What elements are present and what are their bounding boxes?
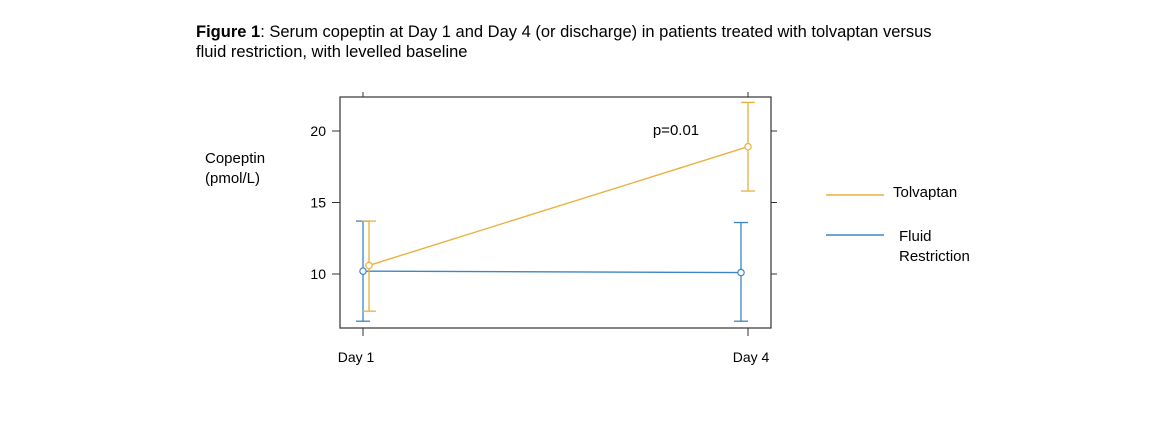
series-layer bbox=[356, 101, 755, 322]
legend-label-fluid-line2: Restriction bbox=[899, 248, 970, 265]
point-tolvaptan-0 bbox=[365, 261, 373, 270]
point-fluid-restriction-1 bbox=[737, 268, 745, 277]
figure-caption-label: Figure 1 bbox=[196, 23, 261, 41]
x-tick-label-day1: Day 1 bbox=[338, 349, 375, 365]
point-fluid-restriction-0 bbox=[359, 267, 367, 275]
figure-caption-text: : Serum copeptin at Day 1 and Day 4 (or … bbox=[196, 23, 932, 61]
x-tick-label-day4: Day 4 bbox=[733, 349, 770, 365]
x-axis: Day 1 Day 4 bbox=[338, 92, 770, 365]
legend-label-fluid-restriction: Fluid Restriction bbox=[899, 227, 970, 267]
legend-label-tolvaptan: Tolvaptan bbox=[893, 184, 958, 201]
p-value-annotation: p=0.01 bbox=[653, 122, 699, 139]
y-axis: 10 15 20 bbox=[310, 123, 777, 282]
series-line-fluid-restriction bbox=[362, 270, 742, 274]
plot-frame bbox=[339, 96, 772, 329]
figure-caption: Figure 1: Serum copeptin at Day 1 and Da… bbox=[196, 22, 956, 62]
legend-label-fluid-line1: Fluid bbox=[899, 228, 932, 245]
point-tolvaptan-1 bbox=[744, 142, 752, 151]
series-line-tolvaptan bbox=[368, 146, 749, 267]
y-axis-label: Copeptin (pmol/L) bbox=[205, 149, 265, 189]
y-tick-label-20: 20 bbox=[310, 123, 326, 139]
y-axis-label-line2: (pmol/L) bbox=[205, 170, 261, 187]
y-axis-label-line1: Copeptin bbox=[205, 150, 266, 167]
y-tick-label-15: 15 bbox=[310, 195, 326, 211]
y-tick-label-10: 10 bbox=[310, 266, 326, 282]
